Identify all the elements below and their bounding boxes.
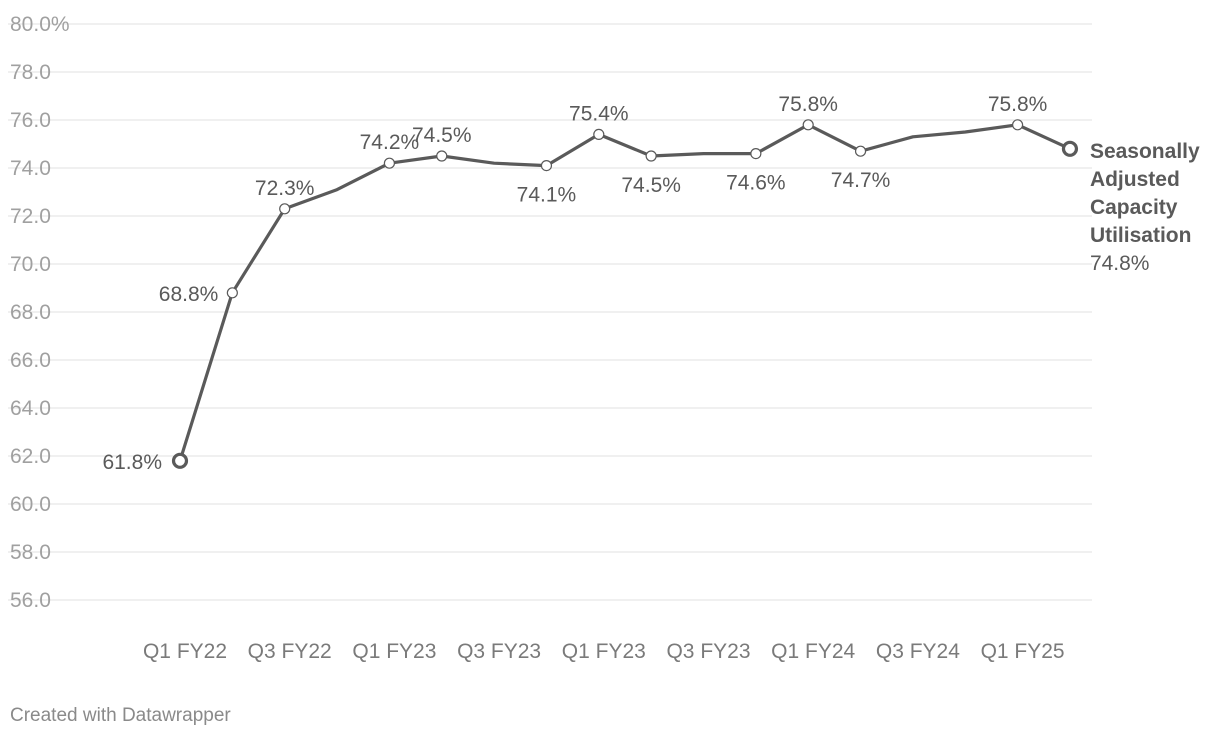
x-tick-label: Q1 FY24: [771, 640, 855, 663]
y-tick-label: 80.0%: [10, 13, 70, 36]
y-tick-label: 64.0: [10, 397, 51, 420]
y-tick-label: 72.0: [10, 205, 51, 228]
x-tick-label: Q1 FY25: [981, 640, 1065, 663]
datawrapper-credit[interactable]: Created with Datawrapper: [10, 705, 231, 726]
y-tick-label: 76.0: [10, 109, 51, 132]
data-label: 74.5%: [412, 124, 472, 147]
x-tick-label: Q1 FY22: [143, 640, 227, 663]
data-point: [750, 148, 762, 160]
y-axis-tick-labels: 80.0% 78.0 76.0 74.0 72.0 70.0 68.0 66.0 64.0 62.…: [10, 13, 70, 612]
y-tick-label: 56.0: [10, 589, 51, 612]
data-point: [226, 287, 238, 299]
data-label: 74.1%: [517, 184, 577, 207]
x-tick-label: Q3 FY22: [248, 640, 332, 663]
x-tick-label: Q3 FY23: [666, 640, 750, 663]
data-labels: 61.8%68.8%72.3%74.2%74.5%74.1%75.4%74.5%…: [102, 93, 1047, 474]
y-tick-label: 62.0: [10, 445, 51, 468]
y-tick-label: 58.0: [10, 541, 51, 564]
line-chart: 80.0% 78.0 76.0 74.0 72.0 70.0 68.0 66.0 64.0 62.…: [8, 13, 1200, 663]
data-label: 74.5%: [621, 174, 681, 197]
data-label: 68.8%: [159, 283, 219, 306]
x-tick-label: Q1 FY23: [352, 640, 436, 663]
data-points: [171, 119, 1079, 469]
data-point: [854, 145, 867, 157]
x-axis-tick-labels: Q1 FY22 Q3 FY22 Q1 FY23 Q3 FY23 Q1 FY23 Q3 FY…: [143, 640, 1065, 663]
data-label: 74.7%: [831, 169, 891, 192]
series-line-group: [178, 123, 1072, 463]
endpoint-marker: [171, 452, 189, 469]
data-point: [802, 119, 814, 131]
y-tick-label: 70.0: [10, 253, 51, 276]
data-point: [436, 150, 448, 162]
data-label: 74.6%: [726, 172, 786, 195]
series-name-label: Utilisation: [1090, 224, 1192, 247]
data-point: [593, 128, 605, 140]
data-label: 74.2%: [360, 131, 420, 154]
data-label: 61.8%: [102, 451, 162, 474]
series-line: [178, 123, 1072, 463]
data-point: [383, 157, 395, 169]
endpoint-marker: [1061, 140, 1079, 157]
data-label: 72.3%: [255, 177, 315, 200]
x-tick-label: Q3 FY23: [457, 640, 541, 663]
data-point: [645, 150, 657, 162]
y-tick-label: 68.0: [10, 301, 51, 324]
series-end-label: Seasonally Adjusted Capacity Utilisation 74.…: [1090, 140, 1200, 275]
grid-lines: [8, 23, 1092, 601]
x-tick-label: Q3 FY24: [876, 640, 960, 663]
data-label: 75.8%: [778, 93, 838, 116]
series-name-label: Adjusted: [1090, 168, 1180, 191]
y-tick-label: 74.0: [10, 157, 51, 180]
y-tick-label: 60.0: [10, 493, 51, 516]
y-tick-label: 78.0: [10, 61, 51, 84]
series-end-value: 74.8%: [1090, 252, 1150, 275]
data-label: 75.4%: [569, 102, 629, 125]
x-tick-label: Q1 FY23: [562, 640, 646, 663]
data-point: [279, 203, 291, 215]
data-label: 75.8%: [988, 93, 1048, 116]
data-point: [1011, 119, 1024, 131]
series-name-label: Capacity: [1090, 196, 1178, 219]
data-point: [540, 160, 553, 172]
y-tick-label: 66.0: [10, 349, 51, 372]
series-name-label: Seasonally: [1090, 140, 1200, 163]
